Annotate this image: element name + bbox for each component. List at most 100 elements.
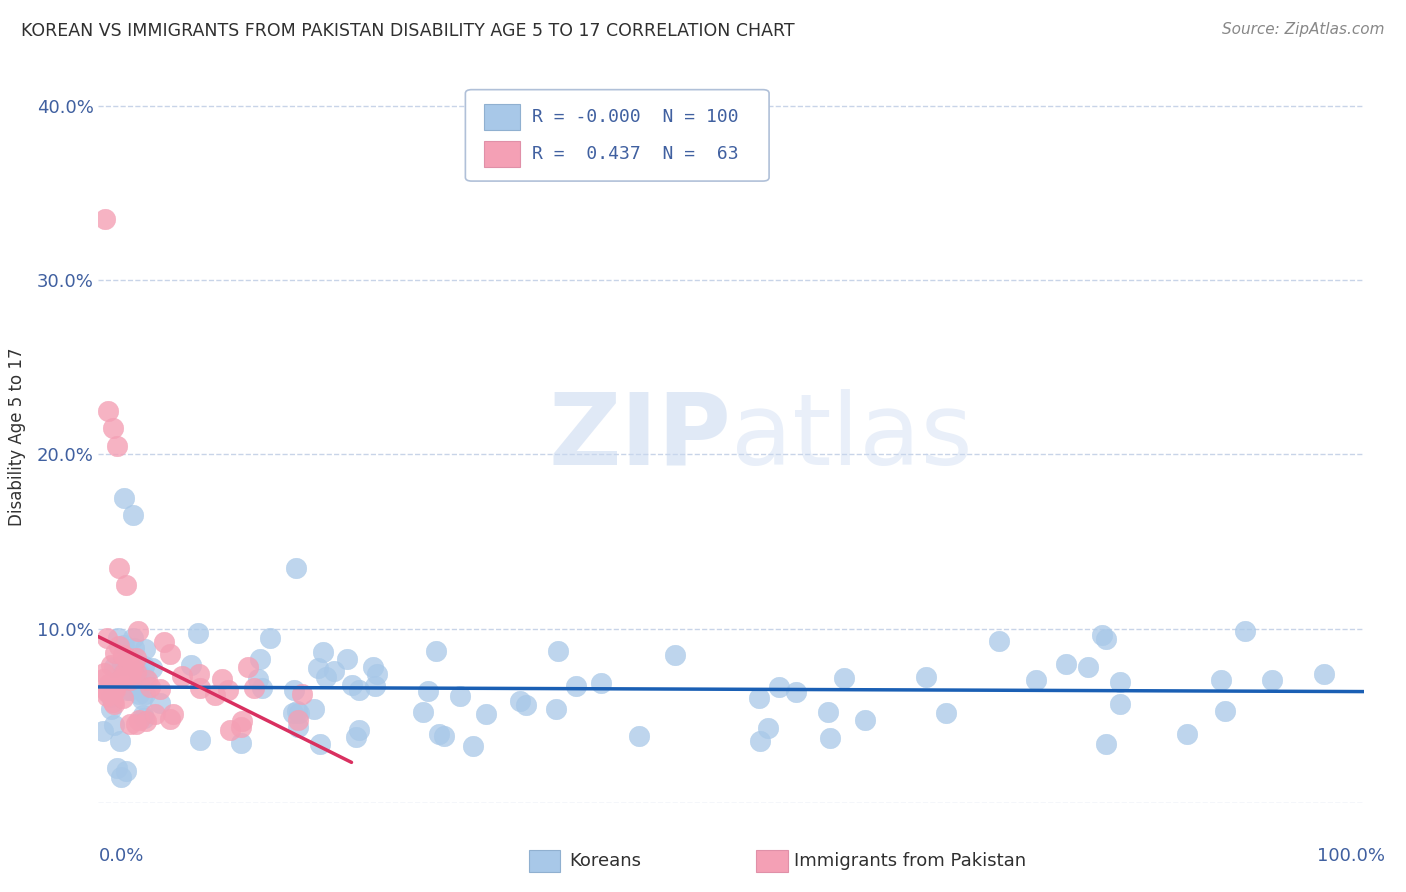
Point xyxy=(103,421,125,435)
Point xyxy=(544,702,567,716)
Point xyxy=(108,734,131,748)
Point xyxy=(115,578,138,592)
Point xyxy=(121,508,143,523)
Text: ZIP: ZIP xyxy=(548,389,731,485)
Point xyxy=(211,672,233,686)
Point xyxy=(118,673,141,688)
Point xyxy=(288,706,311,721)
Point xyxy=(135,714,157,729)
Point xyxy=(427,727,450,741)
Point xyxy=(342,678,364,692)
Point xyxy=(96,684,118,698)
Text: Immigrants from Pakistan: Immigrants from Pakistan xyxy=(794,853,1026,871)
Point xyxy=(756,722,779,736)
Point xyxy=(103,682,125,697)
Text: Source: ZipAtlas.com: Source: ZipAtlas.com xyxy=(1222,22,1385,37)
Point xyxy=(281,706,304,721)
Text: Koreans: Koreans xyxy=(569,853,641,871)
Point xyxy=(96,690,118,704)
Point xyxy=(312,645,335,659)
Point xyxy=(188,667,211,681)
Point xyxy=(125,650,148,665)
Point xyxy=(748,734,770,748)
Point xyxy=(108,673,131,687)
Point xyxy=(287,713,309,727)
Point xyxy=(107,639,129,653)
Point xyxy=(287,721,309,735)
Point xyxy=(1213,704,1236,718)
Bar xyxy=(529,850,560,872)
Text: R = -0.000  N = 100: R = -0.000 N = 100 xyxy=(533,108,740,126)
Point xyxy=(136,673,159,688)
Point xyxy=(307,661,329,675)
Point xyxy=(218,723,240,737)
Point xyxy=(107,631,129,645)
Point xyxy=(853,714,876,728)
Point xyxy=(449,689,471,703)
Point xyxy=(162,707,184,722)
Text: KOREAN VS IMMIGRANTS FROM PAKISTAN DISABILITY AGE 5 TO 17 CORRELATION CHART: KOREAN VS IMMIGRANTS FROM PAKISTAN DISAB… xyxy=(21,22,794,40)
Point xyxy=(188,681,211,695)
Point xyxy=(1175,727,1198,741)
Point xyxy=(100,690,122,704)
Point xyxy=(304,701,326,715)
Point xyxy=(187,625,209,640)
Point xyxy=(112,669,135,683)
Point xyxy=(817,706,839,720)
Point xyxy=(832,671,855,685)
Text: 100.0%: 100.0% xyxy=(1317,847,1385,865)
Point xyxy=(112,665,135,680)
Point xyxy=(229,736,252,750)
Point xyxy=(418,683,440,698)
Point xyxy=(134,687,156,701)
Point xyxy=(250,681,273,696)
Point xyxy=(97,404,120,418)
Point xyxy=(1109,674,1132,689)
Point xyxy=(122,640,145,655)
Point xyxy=(103,676,125,690)
Point xyxy=(149,682,172,697)
Point xyxy=(98,677,121,691)
Point xyxy=(515,698,537,713)
Point xyxy=(131,691,153,706)
Point xyxy=(628,729,651,743)
Point xyxy=(159,712,181,726)
Point xyxy=(134,642,156,657)
Y-axis label: Disability Age 5 to 17: Disability Age 5 to 17 xyxy=(7,348,25,526)
Point xyxy=(785,685,807,699)
Point xyxy=(128,687,150,701)
Point xyxy=(143,707,166,722)
Point xyxy=(101,695,124,709)
Point xyxy=(1233,624,1256,638)
Point xyxy=(125,665,148,679)
Point xyxy=(1094,632,1116,647)
Point xyxy=(94,212,117,227)
Point xyxy=(121,631,143,645)
Point xyxy=(768,680,790,694)
Point xyxy=(315,670,337,684)
Point xyxy=(364,679,387,693)
Point xyxy=(363,660,385,674)
Point xyxy=(117,651,139,665)
Point xyxy=(285,560,308,574)
Point xyxy=(128,714,150,728)
Point xyxy=(1090,628,1112,642)
Point xyxy=(347,683,370,698)
Point xyxy=(100,658,122,673)
Point xyxy=(565,679,588,693)
Point xyxy=(259,632,281,646)
Point xyxy=(115,764,138,779)
Point xyxy=(336,652,359,666)
Point xyxy=(105,676,128,690)
Point xyxy=(107,761,129,775)
Text: R =  0.437  N =  63: R = 0.437 N = 63 xyxy=(533,145,740,163)
Point xyxy=(309,737,332,751)
Bar xyxy=(756,850,787,872)
Point xyxy=(120,717,142,731)
Point xyxy=(246,672,269,686)
Point xyxy=(1261,673,1284,688)
Point xyxy=(818,731,841,746)
Point xyxy=(127,664,149,678)
Point xyxy=(249,652,271,666)
Point xyxy=(1209,673,1232,688)
